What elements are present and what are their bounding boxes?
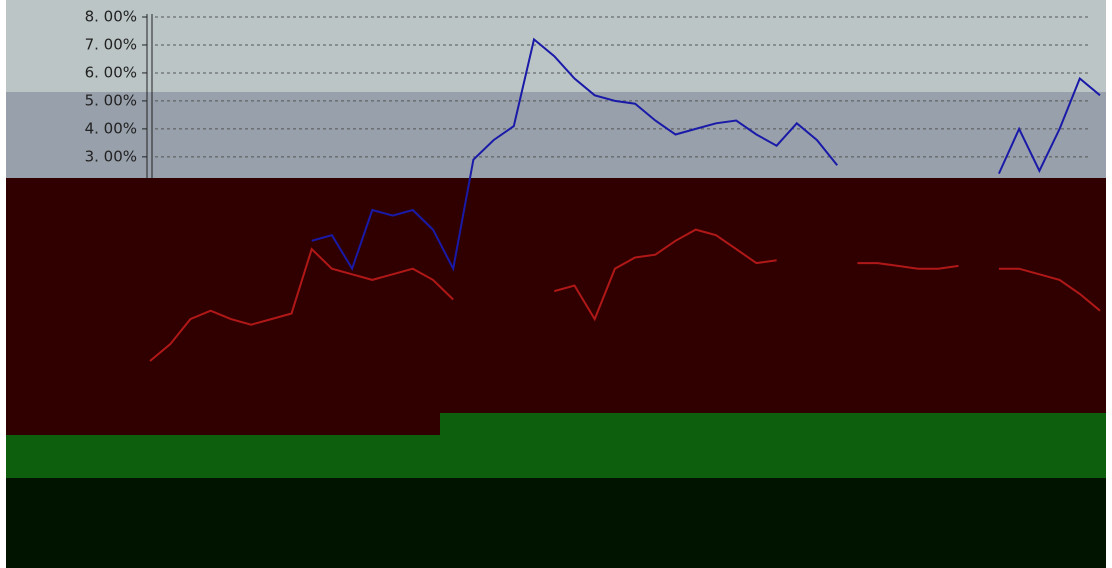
y-tick-label: 6. 00% [85, 63, 137, 81]
y-tick-label: 3. 00% [85, 147, 137, 165]
y-tick-label: 7. 00% [85, 35, 137, 53]
panel-mid [6, 92, 1106, 178]
y-tick-label: 5. 00% [85, 91, 137, 109]
panel-red [6, 178, 1106, 435]
panel-top [6, 0, 1106, 92]
line-series [149, 228, 1101, 362]
panel-green [6, 435, 1106, 478]
y-tick-label: 8. 00% [85, 8, 137, 26]
panel-dark [6, 478, 1106, 568]
y-tick-label: 4. 00% [85, 119, 137, 137]
line-series [311, 37, 1101, 272]
